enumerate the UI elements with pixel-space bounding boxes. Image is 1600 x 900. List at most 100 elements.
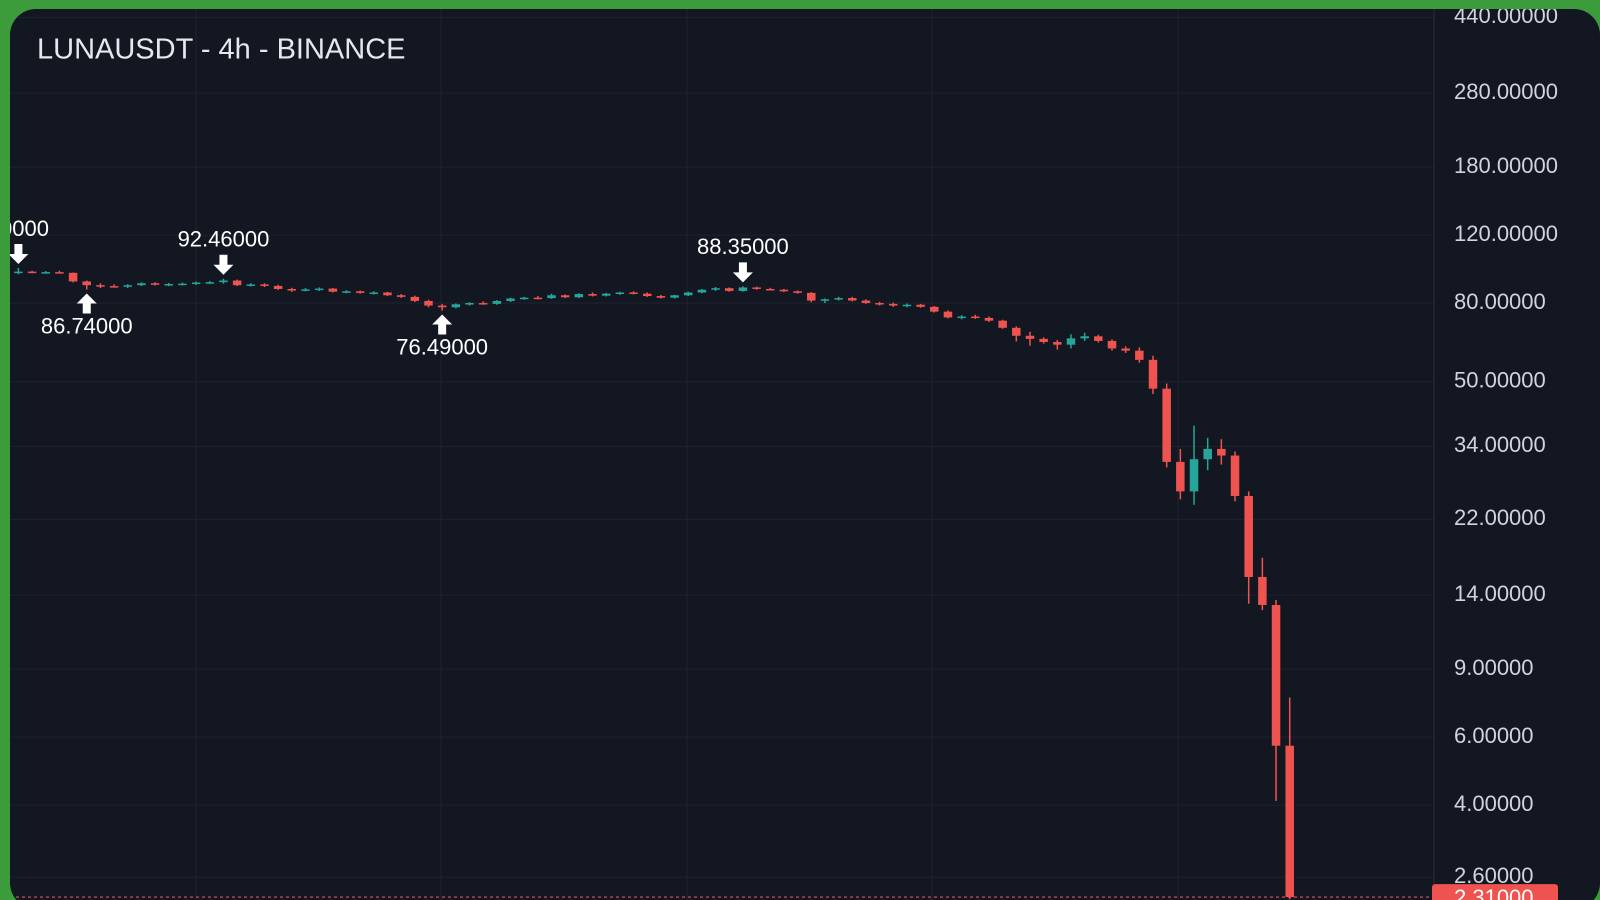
candle-body bbox=[273, 285, 283, 289]
candle-body bbox=[943, 311, 953, 318]
y-tick-label: 440.00000 bbox=[1454, 3, 1558, 28]
candle-body bbox=[793, 291, 802, 293]
candle-body bbox=[355, 291, 365, 293]
candle-body bbox=[68, 272, 78, 282]
candle-body bbox=[150, 283, 160, 285]
candle-body bbox=[232, 280, 242, 286]
candle-body bbox=[1244, 495, 1253, 577]
high-marker-arrow bbox=[732, 262, 753, 283]
y-tick-label: 34.00000 bbox=[1454, 432, 1546, 457]
low-marker-arrow bbox=[76, 293, 97, 314]
candle-body bbox=[1094, 336, 1103, 341]
candle-body bbox=[930, 306, 939, 312]
candle-body bbox=[1039, 338, 1048, 343]
low-marker-label: 76.49000 bbox=[396, 334, 488, 359]
candle-body bbox=[396, 295, 406, 297]
candle-body bbox=[1217, 448, 1226, 456]
candle-body bbox=[437, 305, 447, 308]
candle-body bbox=[82, 281, 91, 286]
candle-body bbox=[1230, 455, 1240, 496]
candle-body bbox=[984, 317, 994, 321]
candle-body bbox=[875, 303, 884, 305]
candle-body bbox=[1271, 604, 1281, 746]
high-marker-label: 92.46000 bbox=[178, 227, 270, 252]
y-tick-label: 9.00000 bbox=[1454, 655, 1534, 680]
candle-body bbox=[547, 295, 556, 299]
high-marker-arrow bbox=[10, 244, 29, 265]
candle-body bbox=[123, 285, 133, 287]
candle-body bbox=[889, 303, 898, 306]
last-price-tag bbox=[1432, 884, 1558, 900]
candle-body bbox=[1066, 338, 1076, 345]
candle-body bbox=[848, 298, 857, 301]
candle-body bbox=[1176, 461, 1185, 492]
candle-body bbox=[314, 288, 324, 291]
y-tick-label: 4.00000 bbox=[1454, 791, 1534, 816]
candle-body bbox=[14, 271, 23, 274]
candle-body bbox=[301, 289, 310, 291]
candle-body bbox=[410, 296, 420, 301]
candle-body bbox=[465, 303, 474, 305]
candle-body bbox=[260, 284, 269, 286]
candle-body bbox=[369, 292, 379, 294]
candle-body bbox=[560, 295, 570, 298]
candle-body bbox=[451, 304, 461, 308]
candle-body bbox=[656, 296, 666, 298]
candle-body bbox=[1121, 348, 1130, 351]
candle-body bbox=[1025, 335, 1035, 339]
candle-body bbox=[191, 282, 201, 285]
y-tick-label: 14.00000 bbox=[1454, 581, 1546, 606]
candle-body bbox=[478, 303, 488, 305]
y-tick-label: 80.00000 bbox=[1454, 289, 1546, 314]
candle-body bbox=[683, 292, 693, 296]
high-marker-label: 88.35000 bbox=[697, 234, 789, 259]
candle-body bbox=[670, 295, 679, 298]
candle-body bbox=[96, 285, 105, 287]
candle-body bbox=[834, 298, 843, 300]
low-marker-arrow bbox=[432, 314, 453, 335]
candle-body bbox=[205, 282, 215, 284]
high-marker-arrow bbox=[213, 254, 234, 275]
candle-body bbox=[998, 320, 1007, 328]
candle-body bbox=[1107, 340, 1117, 349]
candle-body bbox=[1285, 745, 1294, 898]
candle-body bbox=[629, 292, 638, 294]
candle-body bbox=[916, 304, 925, 307]
candle-body bbox=[697, 289, 707, 293]
candle-body bbox=[1053, 342, 1062, 345]
candle-body bbox=[779, 289, 789, 292]
candle-body bbox=[137, 283, 146, 286]
candle-body bbox=[55, 272, 64, 274]
candle-body bbox=[328, 288, 338, 292]
candle-body bbox=[971, 316, 980, 319]
candle-body bbox=[1080, 336, 1089, 339]
candle-body bbox=[724, 288, 734, 291]
candle-body bbox=[492, 300, 502, 304]
vertical-grid bbox=[195, 9, 1179, 900]
candle-body bbox=[287, 288, 297, 291]
plot-area: 60000 86.74000 92.46000 76.49000 88.35000 bbox=[10, 216, 1434, 900]
candle-body bbox=[27, 271, 37, 274]
candle-body bbox=[820, 299, 830, 301]
candle-body bbox=[506, 298, 515, 301]
candle-body bbox=[1189, 459, 1199, 492]
y-tick-label: 6.00000 bbox=[1454, 723, 1534, 748]
candle-body bbox=[109, 286, 119, 288]
candle-body bbox=[738, 287, 748, 291]
last-price-label: 2.31000 bbox=[1454, 885, 1534, 900]
candle-body bbox=[902, 304, 912, 307]
candle-body bbox=[164, 284, 174, 286]
candle-body bbox=[588, 294, 597, 296]
candle-body bbox=[533, 297, 543, 300]
candle-body bbox=[574, 294, 584, 298]
candle-body bbox=[246, 284, 256, 286]
y-tick-label: 180.00000 bbox=[1454, 153, 1558, 178]
panel: 60000 86.74000 92.46000 76.49000 88.35000 44… bbox=[10, 3, 1600, 900]
candle-body bbox=[1148, 359, 1158, 389]
price-axis: 440.00000 280.00000 180.00000 120.00000 80.0… bbox=[1432, 3, 1558, 900]
candle-body bbox=[642, 293, 652, 297]
candle-body bbox=[41, 272, 50, 274]
y-tick-label: 50.00000 bbox=[1454, 368, 1546, 393]
candle-body bbox=[861, 300, 871, 304]
